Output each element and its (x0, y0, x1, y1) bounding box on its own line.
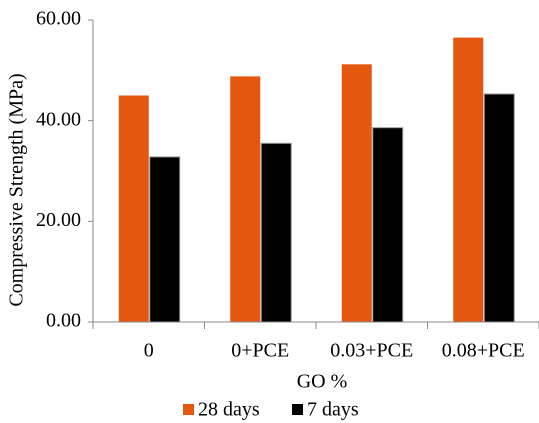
bar (149, 156, 181, 323)
bar (372, 127, 404, 323)
legend-swatch (183, 404, 194, 415)
x-tick-label: 0 (144, 340, 154, 362)
bar (118, 95, 149, 322)
y-axis-label: Compressive Strength (MPa) (6, 73, 28, 306)
bar (483, 93, 515, 323)
y-tick-label: 40.00 (36, 108, 81, 130)
legend-label: 28 days (198, 399, 260, 421)
y-tick-label: 20.00 (36, 209, 81, 231)
bar (230, 76, 261, 322)
x-tick-label: 0.03+PCE (330, 340, 413, 362)
x-tick-label: 0+PCE (231, 340, 289, 362)
bar (341, 64, 372, 322)
x-axis-label: GO % (297, 371, 348, 393)
bar (453, 37, 484, 322)
x-tick-label: 0.08+PCE (442, 340, 525, 362)
legend-label: 7 days (307, 399, 359, 421)
bar (260, 142, 292, 323)
y-tick-label: 0.00 (46, 310, 81, 332)
legend-swatch (292, 404, 303, 415)
y-tick-label: 60.00 (36, 8, 81, 30)
